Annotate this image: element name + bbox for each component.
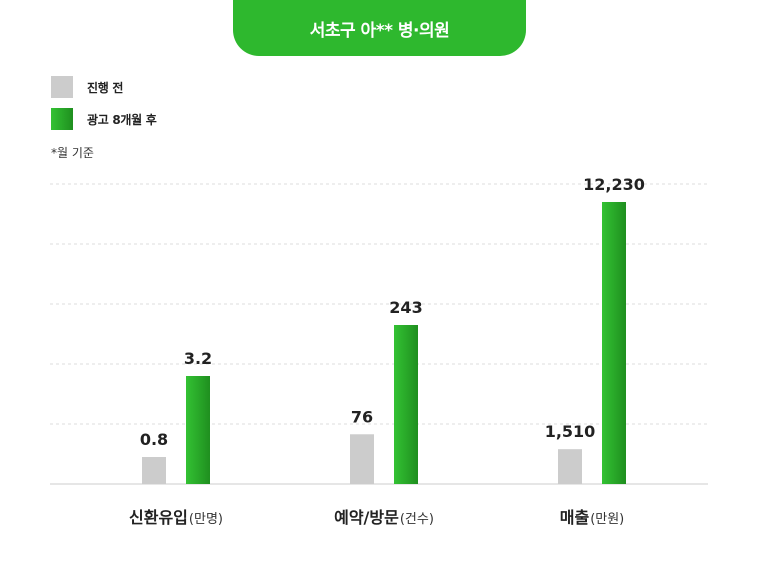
category-unit-0: (만명) [189,512,223,527]
category-label-0: 신환유입(만명) [129,508,223,527]
value-label-after-2: 12,230 [583,175,645,194]
bar-before-2 [558,449,582,484]
value-label-before-0: 0.8 [140,430,168,449]
category-unit-1: (건수) [400,512,434,527]
legend-label-before: 진행 전 [87,80,124,95]
bar-before-1 [350,434,374,484]
category-name-1: 예약/방문 [334,508,399,527]
value-label-before-1: 76 [351,407,373,426]
legend-label-after: 광고 8개월 후 [87,112,157,127]
value-label-after-0: 3.2 [184,349,212,368]
unit-note: *월 기준 [51,146,94,160]
legend-swatch-after [51,108,73,130]
bar-after-0 [186,376,210,484]
banner-title: 서초구 아** 병·의원 [309,20,450,41]
legend-item-before: 진행 전 [51,74,157,100]
bar-after-1 [394,325,418,484]
bar-after-2 [602,202,626,484]
value-label-after-1: 243 [389,298,422,317]
title-banner: 서초구 아** 병·의원 [233,0,526,56]
legend-item-after: 광고 8개월 후 [51,106,157,132]
category-name-2: 매출 [560,508,590,527]
category-label-2: 매출(만원) [560,508,625,527]
category-unit-2: (만원) [590,512,624,527]
value-label-before-2: 1,510 [545,422,596,441]
legend: 진행 전 광고 8개월 후 [51,74,157,138]
bar-before-0 [142,457,166,484]
category-label-1: 예약/방문(건수) [334,508,434,527]
legend-swatch-before [51,76,73,98]
category-name-0: 신환유입 [129,508,188,527]
